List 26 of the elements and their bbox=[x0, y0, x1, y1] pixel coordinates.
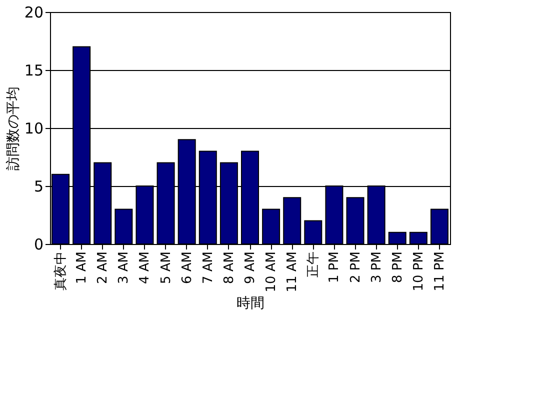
x-tick-label: 9 AM bbox=[243, 252, 258, 284]
x-axis-title: 時間 bbox=[236, 295, 264, 312]
x-tick-label: 10 PM bbox=[411, 252, 426, 292]
x-tick-label: 5 AM bbox=[158, 252, 174, 284]
x-tick-label: 7 AM bbox=[200, 252, 216, 284]
x-tick-label: 1 AM bbox=[74, 252, 90, 284]
x-tick-label: 10 AM bbox=[264, 252, 280, 292]
x-tick-label: 11 AM bbox=[285, 252, 300, 292]
y-tick-label: 5 bbox=[34, 178, 44, 196]
x-tick-label: 3 PM bbox=[369, 252, 384, 283]
x-tick-label: 2 AM bbox=[96, 252, 111, 284]
x-tick-label: 1 PM bbox=[327, 252, 342, 283]
x-tick-label: 正午 bbox=[306, 252, 322, 278]
y-tick-label: 0 bbox=[34, 236, 44, 254]
x-tick-label: 6 AM bbox=[180, 252, 195, 284]
y-axis-title: 訪問数の平均 bbox=[5, 86, 22, 170]
x-tick-label: 真夜中 bbox=[52, 252, 69, 290]
x-tick-label: 11 PM bbox=[432, 252, 448, 292]
x-tick-label: 8 AM bbox=[222, 252, 237, 284]
x-tick-label: 8 PM bbox=[390, 252, 406, 283]
y-tick-label: 15 bbox=[24, 62, 44, 80]
x-tick-label: 4 AM bbox=[138, 252, 153, 284]
y-tick-label: 10 bbox=[24, 120, 44, 138]
x-tick-label: 2 PM bbox=[348, 252, 364, 283]
y-tick-label: 20 bbox=[24, 4, 44, 22]
x-tick-label: 3 AM bbox=[116, 252, 132, 284]
